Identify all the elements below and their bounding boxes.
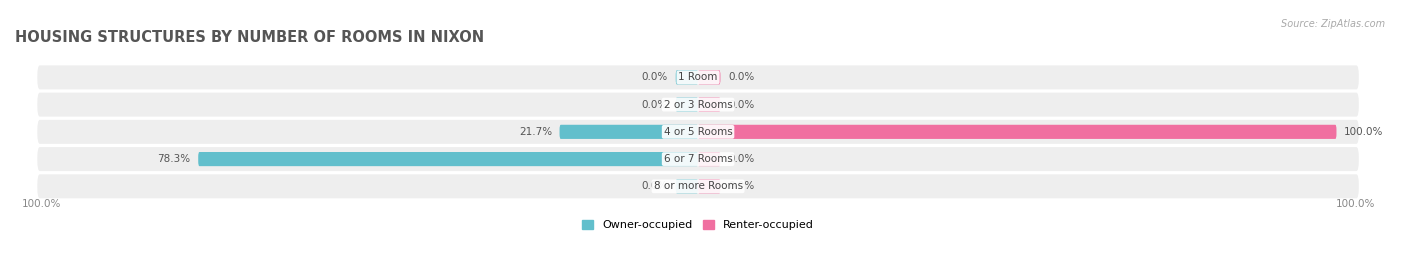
FancyBboxPatch shape xyxy=(38,65,1358,89)
FancyBboxPatch shape xyxy=(198,152,697,166)
FancyBboxPatch shape xyxy=(676,179,697,193)
Text: 0.0%: 0.0% xyxy=(728,100,755,110)
Text: 4 or 5 Rooms: 4 or 5 Rooms xyxy=(664,127,733,137)
FancyBboxPatch shape xyxy=(697,97,720,112)
FancyBboxPatch shape xyxy=(697,125,1337,139)
Text: 0.0%: 0.0% xyxy=(641,72,668,82)
Text: 78.3%: 78.3% xyxy=(157,154,191,164)
Legend: Owner-occupied, Renter-occupied: Owner-occupied, Renter-occupied xyxy=(582,220,814,230)
Text: 2 or 3 Rooms: 2 or 3 Rooms xyxy=(664,100,733,110)
FancyBboxPatch shape xyxy=(697,179,720,193)
Text: 0.0%: 0.0% xyxy=(641,100,668,110)
FancyBboxPatch shape xyxy=(697,152,720,166)
Text: 100.0%: 100.0% xyxy=(1344,127,1384,137)
FancyBboxPatch shape xyxy=(676,70,697,85)
Text: Source: ZipAtlas.com: Source: ZipAtlas.com xyxy=(1281,19,1385,29)
Text: 8 or more Rooms: 8 or more Rooms xyxy=(654,181,742,191)
FancyBboxPatch shape xyxy=(38,93,1358,117)
Text: 1 Room: 1 Room xyxy=(678,72,718,82)
Text: HOUSING STRUCTURES BY NUMBER OF ROOMS IN NIXON: HOUSING STRUCTURES BY NUMBER OF ROOMS IN… xyxy=(15,30,484,45)
Text: 0.0%: 0.0% xyxy=(728,181,755,191)
FancyBboxPatch shape xyxy=(38,147,1358,171)
FancyBboxPatch shape xyxy=(697,70,720,85)
Text: 0.0%: 0.0% xyxy=(728,72,755,82)
FancyBboxPatch shape xyxy=(560,125,697,139)
FancyBboxPatch shape xyxy=(38,174,1358,198)
Text: 0.0%: 0.0% xyxy=(641,181,668,191)
Text: 100.0%: 100.0% xyxy=(21,199,60,209)
Text: 100.0%: 100.0% xyxy=(1336,199,1375,209)
Text: 6 or 7 Rooms: 6 or 7 Rooms xyxy=(664,154,733,164)
FancyBboxPatch shape xyxy=(38,120,1358,144)
Text: 0.0%: 0.0% xyxy=(728,154,755,164)
FancyBboxPatch shape xyxy=(676,97,697,112)
Text: 21.7%: 21.7% xyxy=(519,127,553,137)
